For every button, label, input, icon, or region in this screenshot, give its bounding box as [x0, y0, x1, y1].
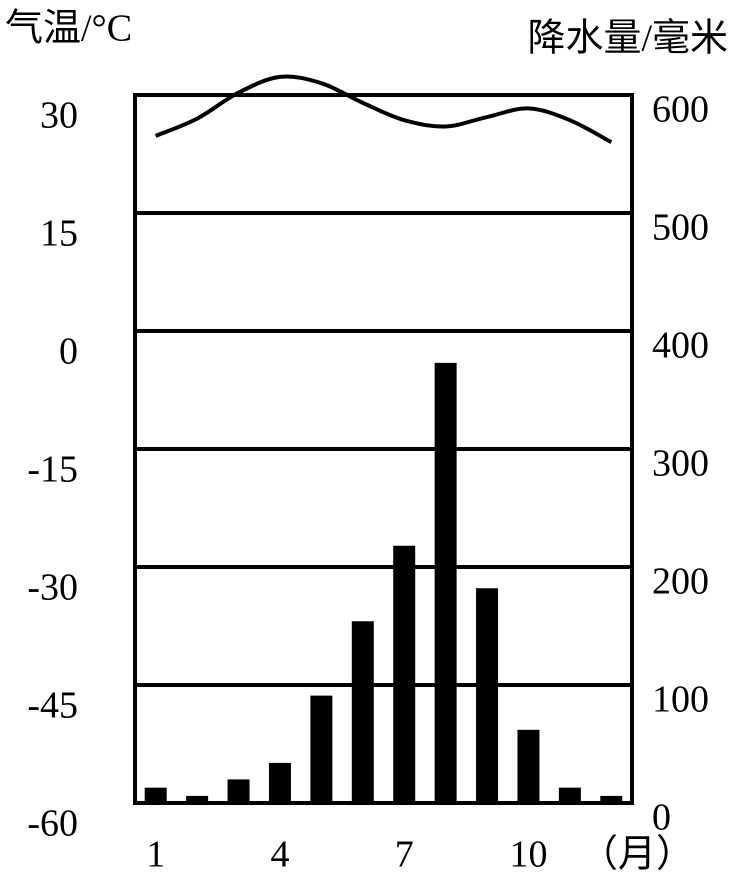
y-tick-label: -45	[27, 685, 78, 727]
x-tick-label: 1	[146, 834, 165, 876]
x-tick-label: 4	[270, 834, 289, 876]
y2-axis-label: 降水量/毫米	[527, 18, 728, 60]
bar	[310, 695, 333, 803]
y-tick-label: -60	[27, 803, 78, 845]
bar	[434, 362, 457, 803]
y2-tick-label: 0	[652, 797, 671, 839]
x-tick-label: 7	[395, 834, 414, 876]
bar	[268, 762, 291, 803]
y2-tick-label: 300	[652, 443, 709, 485]
y2-tick-label: 500	[652, 207, 709, 249]
bar	[517, 729, 540, 803]
y-tick-label: -30	[27, 567, 78, 609]
bar	[393, 545, 416, 803]
x-tick-label: 10	[509, 834, 547, 876]
y2-tick-label: 600	[652, 89, 709, 131]
y2-tick-label: 100	[652, 679, 709, 721]
bar	[186, 795, 209, 803]
bar	[476, 588, 499, 803]
bar	[600, 795, 623, 803]
x-axis-label: （月）	[580, 834, 694, 876]
y-tick-label: -15	[27, 449, 78, 491]
bar	[558, 787, 581, 803]
y-tick-label: 0	[59, 331, 78, 373]
y-axis-label: 气温/°C	[5, 8, 132, 50]
y-tick-label: 15	[40, 213, 78, 255]
y2-tick-label: 200	[652, 561, 709, 603]
plot-frame	[133, 93, 634, 805]
temperature-line	[154, 74, 613, 144]
bar	[144, 787, 167, 803]
y2-tick-label: 400	[652, 325, 709, 367]
y-tick-label: 30	[40, 95, 78, 137]
bar	[227, 779, 250, 803]
bar	[351, 621, 374, 803]
